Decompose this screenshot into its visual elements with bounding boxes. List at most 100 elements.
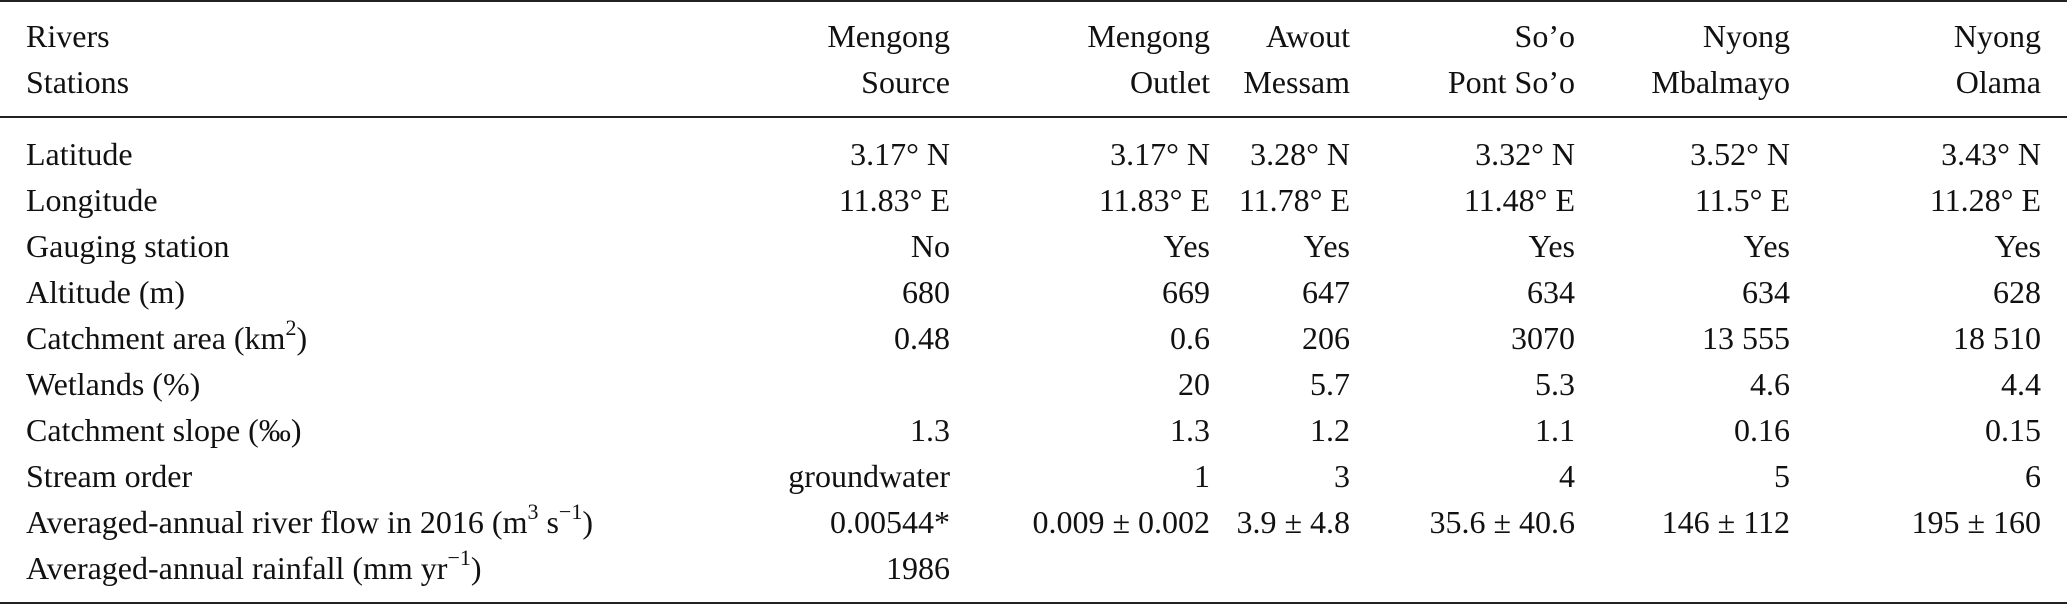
- table-cell: 4.6: [1750, 366, 1790, 402]
- table-header: Rivers Mengong Mengong Awout So’o Nyong …: [0, 0, 2067, 118]
- header-river-6: Nyong: [1790, 0, 2067, 59]
- table-cell: 669: [1162, 274, 1210, 310]
- table-cell: 1.1: [1535, 412, 1575, 448]
- table-cell: 3: [1334, 458, 1350, 494]
- row-label: Latitude: [26, 136, 133, 172]
- table-cell: 680: [902, 274, 950, 310]
- row-label: Stream order: [26, 458, 193, 494]
- row-label-tail: ): [470, 550, 482, 586]
- table-cell: 0.009 ± 0.002: [1032, 504, 1210, 540]
- table-row: Latitude 3.17° N 3.17° N 3.28° N 3.32° N…: [0, 117, 2067, 177]
- table-cell: Yes: [1163, 228, 1210, 264]
- table-cell: 634: [1527, 274, 1575, 310]
- row-label-text: Averaged-annual river flow in 2016 (m: [26, 504, 528, 540]
- table-cell: 11.78° E: [1238, 182, 1350, 218]
- header-station-1: Source: [740, 59, 950, 118]
- header-river-3: Awout: [1210, 0, 1350, 59]
- table-cell: 0.6: [1170, 320, 1210, 356]
- table-row: Altitude (m) 680 669 647 634 634 628: [0, 269, 2067, 315]
- table-cell: 3.28° N: [1250, 136, 1350, 172]
- table-cell: 5: [1774, 458, 1790, 494]
- table-cell: Yes: [1994, 228, 2041, 264]
- table-cell: No: [910, 228, 950, 264]
- table-row: Catchment slope (‰) 1.3 1.3 1.2 1.1 0.16…: [0, 407, 2067, 453]
- table-cell: 1.3: [910, 412, 950, 448]
- table-cell: Yes: [1303, 228, 1350, 264]
- row-label-superscript: 3: [527, 499, 539, 525]
- row-label: Longitude: [26, 182, 158, 218]
- row-label-text: Averaged-annual rainfall (mm yr: [26, 550, 448, 586]
- table-cell: 3070: [1511, 320, 1575, 356]
- table-cell: 647: [1302, 274, 1350, 310]
- table-row: Longitude 11.83° E 11.83° E 11.78° E 11.…: [0, 177, 2067, 223]
- table-cell: 20: [1178, 366, 1210, 402]
- table-cell: 4.4: [2001, 366, 2041, 402]
- row-label: Catchment area (km2): [0, 315, 740, 361]
- table-cell: [950, 545, 1210, 604]
- row-label: Averaged-annual river flow in 2016 (m3 s…: [0, 499, 740, 545]
- table-cell: 5.3: [1535, 366, 1575, 402]
- table-cell: groundwater: [788, 458, 950, 494]
- table-cell: 1.3: [1170, 412, 1210, 448]
- row-label-superscript: 2: [285, 315, 297, 341]
- table-cell: 0.16: [1734, 412, 1790, 448]
- row-label: Gauging station: [26, 228, 230, 264]
- table-row: Gauging station No Yes Yes Yes Yes Yes: [0, 223, 2067, 269]
- table-cell: 0.15: [1985, 412, 2041, 448]
- row-label: Altitude (m): [26, 274, 186, 310]
- table-cell: 11.28° E: [1929, 182, 2041, 218]
- table-cell: 6: [2025, 458, 2041, 494]
- table-cell: 3.17° N: [1110, 136, 1210, 172]
- row-label-tail: ): [296, 320, 308, 356]
- table-row: Averaged-annual river flow in 2016 (m3 s…: [0, 499, 2067, 545]
- table-cell: 3.43° N: [1941, 136, 2041, 172]
- table-cell: 13 555: [1702, 320, 1790, 356]
- table-cell: [1790, 545, 2067, 604]
- header-river-2: Mengong: [950, 0, 1210, 59]
- row-label-text: Catchment area (km: [26, 320, 286, 356]
- row-label: Wetlands (%): [26, 366, 201, 402]
- row-label: Catchment slope (‰): [26, 412, 302, 448]
- table-cell: 11.83° E: [1098, 182, 1210, 218]
- header-stations-label: Stations: [0, 59, 740, 118]
- table-cell: 11.48° E: [1463, 182, 1575, 218]
- table-cell: 195 ± 160: [1911, 504, 2041, 540]
- table-cell: [740, 361, 950, 407]
- header-rivers-label: Rivers: [0, 0, 740, 59]
- table-body: Latitude 3.17° N 3.17° N 3.28° N 3.32° N…: [0, 117, 2067, 604]
- header-river-4: So’o: [1350, 0, 1575, 59]
- table-cell: 5.7: [1310, 366, 1350, 402]
- table-cell: 1: [1194, 458, 1210, 494]
- header-station-6: Olama: [1790, 59, 2067, 118]
- table-cell: 628: [1993, 274, 2041, 310]
- row-label-superscript: −1: [447, 545, 471, 571]
- header-row-rivers: Rivers Mengong Mengong Awout So’o Nyong …: [0, 0, 2067, 59]
- header-station-4: Pont So’o: [1350, 59, 1575, 118]
- row-label-middle: s: [538, 504, 559, 540]
- header-station-2: Outlet: [950, 59, 1210, 118]
- table-row: Stream order groundwater 1 3 4 5 6: [0, 453, 2067, 499]
- table-cell: 3.17° N: [850, 136, 950, 172]
- row-label: Averaged-annual rainfall (mm yr−1): [0, 545, 740, 604]
- table-cell: 11.5° E: [1694, 182, 1790, 218]
- table-cell: 4: [1559, 458, 1575, 494]
- table-cell: 11.83° E: [838, 182, 950, 218]
- table-cell: 146 ± 112: [1661, 504, 1790, 540]
- row-label-tail: ): [582, 504, 593, 540]
- table-cell: 634: [1742, 274, 1790, 310]
- row-label-superscript-2: −1: [558, 499, 583, 525]
- table-cell: 0.00544*: [830, 504, 950, 540]
- table-cell: [1575, 545, 1790, 604]
- table-cell: 3.52° N: [1690, 136, 1790, 172]
- table-cell: 35.6 ± 40.6: [1429, 504, 1575, 540]
- table-cell: [1350, 545, 1575, 604]
- table-cell: 3.32° N: [1475, 136, 1575, 172]
- table-row: Wetlands (%) 20 5.7 5.3 4.6 4.4: [0, 361, 2067, 407]
- table-cell: 3.9 ± 4.8: [1236, 504, 1350, 540]
- header-station-3: Messam: [1210, 59, 1350, 118]
- table-cell: 206: [1302, 320, 1350, 356]
- header-river-1: Mengong: [740, 0, 950, 59]
- table-cell: 0.48: [894, 320, 950, 356]
